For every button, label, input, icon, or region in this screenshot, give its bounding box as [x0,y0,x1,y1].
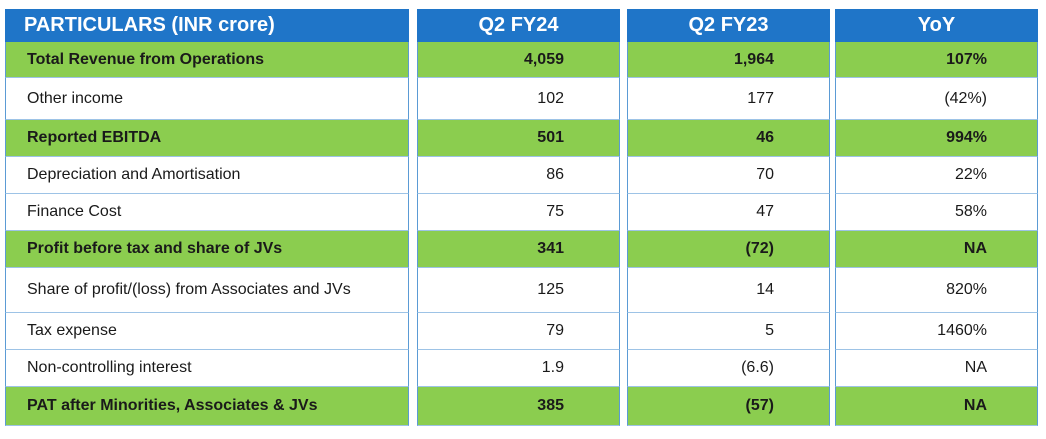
cell-yoy-other-income: (42%) [835,78,1038,120]
header-q2fy23: Q2 FY23 [627,9,830,42]
header-yoy: YoY [835,9,1038,42]
cell-q2fy24-pat: 385 [417,387,620,426]
cell-q2fy24-share-associates: 125 [417,268,620,313]
cell-yoy-depreciation: 22% [835,157,1038,194]
q2fy23-column: Q2 FY23 1,964 177 46 70 47 (72) 14 5 (6.… [627,9,830,426]
cell-q2fy23-non-controlling: (6.6) [627,350,830,387]
cell-yoy-ebitda: 994% [835,120,1038,157]
cell-q2fy23-ebitda: 46 [627,120,830,157]
cell-yoy-pat: NA [835,387,1038,426]
yoy-column: YoY 107% (42%) 994% 22% 58% NA 820% 1460… [835,9,1038,426]
row-label-total-revenue: Total Revenue from Operations [5,42,409,78]
cell-q2fy23-other-income: 177 [627,78,830,120]
cell-q2fy23-share-associates: 14 [627,268,830,313]
row-label-finance-cost: Finance Cost [5,194,409,231]
cell-yoy-share-associates: 820% [835,268,1038,313]
cell-yoy-non-controlling: NA [835,350,1038,387]
cell-q2fy23-tax-expense: 5 [627,313,830,350]
cell-q2fy23-depreciation: 70 [627,157,830,194]
cell-q2fy24-other-income: 102 [417,78,620,120]
particulars-column: PARTICULARS (INR crore) Total Revenue fr… [5,9,409,426]
cell-q2fy23-finance-cost: 47 [627,194,830,231]
cell-yoy-total-revenue: 107% [835,42,1038,78]
cell-q2fy24-depreciation: 86 [417,157,620,194]
cell-q2fy23-pat: (57) [627,387,830,426]
row-label-share-associates: Share of profit/(loss) from Associates a… [5,268,409,313]
cell-q2fy24-finance-cost: 75 [417,194,620,231]
cell-yoy-tax-expense: 1460% [835,313,1038,350]
row-label-reported-ebitda: Reported EBITDA [5,120,409,157]
cell-yoy-pbt: NA [835,231,1038,268]
cell-q2fy24-total-revenue: 4,059 [417,42,620,78]
row-label-non-controlling: Non-controlling interest [5,350,409,387]
q2fy24-column: Q2 FY24 4,059 102 501 86 75 341 125 79 1… [417,9,620,426]
header-q2fy24: Q2 FY24 [417,9,620,42]
cell-q2fy24-non-controlling: 1.9 [417,350,620,387]
cell-q2fy24-pbt: 341 [417,231,620,268]
cell-q2fy24-ebitda: 501 [417,120,620,157]
row-label-depreciation: Depreciation and Amortisation [5,157,409,194]
cell-yoy-finance-cost: 58% [835,194,1038,231]
cell-q2fy23-pbt: (72) [627,231,830,268]
row-label-pat: PAT after Minorities, Associates & JVs [5,387,409,426]
row-label-pbt: Profit before tax and share of JVs [5,231,409,268]
cell-q2fy23-total-revenue: 1,964 [627,42,830,78]
row-label-other-income: Other income [5,78,409,120]
cell-q2fy24-tax-expense: 79 [417,313,620,350]
row-label-tax-expense: Tax expense [5,313,409,350]
header-particulars: PARTICULARS (INR crore) [5,9,409,42]
